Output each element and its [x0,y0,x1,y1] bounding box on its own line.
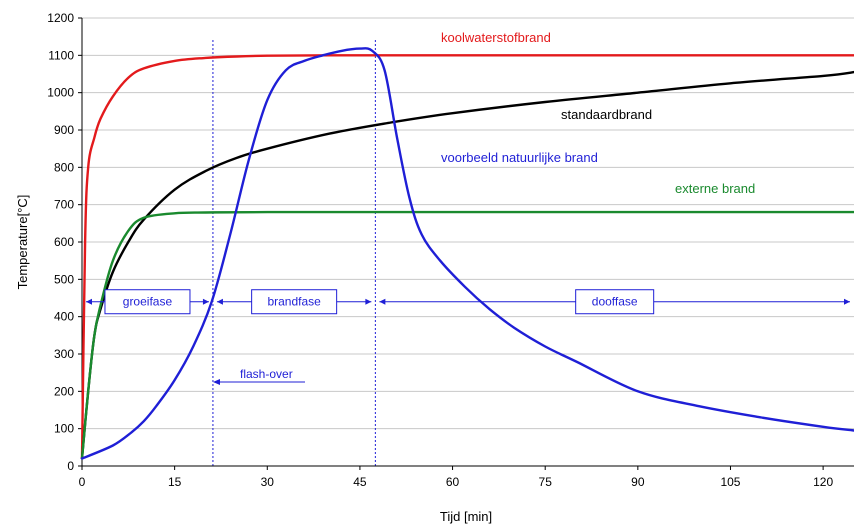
y-tick-label: 600 [54,235,74,249]
series-line-koolwaterstofbrand [80,54,854,460]
y-tick-label: 800 [54,160,74,174]
phase-indicators: groeifase brandfase dooffase [86,289,850,315]
x-tick-label: 60 [446,475,460,489]
y-tick-label: 0 [67,459,74,473]
phase-label-box [251,289,338,315]
y-tick-label: 200 [54,384,74,398]
label-externe-brand: externe brand [675,181,755,196]
series-line-externe-brand [80,210,854,460]
label-koolwaterstofbrand: koolwaterstofbrand [441,30,551,45]
x-tick-label: 45 [353,475,367,489]
y-tick-label: 1000 [47,86,74,100]
flash-over-arrowhead [213,379,220,385]
phase-label-box [575,289,655,315]
phase-arrowhead-right [844,298,850,305]
y-tick-label: 400 [54,310,74,324]
phase-arrowhead-right [202,298,209,305]
phase-label: brandfase [267,295,321,309]
y-tick-label: 500 [54,272,74,286]
phase-arrowhead-right [365,298,372,305]
grid [82,17,854,430]
phase-label: groeifase [123,295,173,309]
y-tick-label: 1200 [47,11,74,25]
y-tick-label: 100 [54,422,74,436]
x-tick-label: 90 [631,475,645,489]
flash-over-annotation: flash-over [213,367,305,385]
y-tick-label: 700 [54,198,74,212]
x-tick-label: 105 [720,475,740,489]
phase-label-box [104,289,191,315]
label-voorbeeld-natuurlijke-brand: voorbeeld natuurlijke brand [441,150,598,165]
phase-label: dooffase [592,295,638,309]
x-tick-label: 0 [79,475,86,489]
x-tick-label: 30 [261,475,275,489]
series-line-voorbeeld-natuurlijke-brand [80,47,854,460]
phase-divider-lines [212,40,376,466]
y-tick-label: 900 [54,123,74,137]
y-axis-label: Temperature[°C] [15,195,30,290]
x-tick-label: 120 [813,475,833,489]
x-tick-label: 75 [539,475,553,489]
series-lines [80,47,854,460]
label-standaardbrand: standaardbrand [561,107,652,122]
phase-arrowhead-left [216,298,223,305]
label-flash-over: flash-over [240,367,293,381]
y-tick-label: 1100 [48,48,74,62]
x-tick-label: 15 [168,475,182,489]
phase-arrowhead-left [379,298,386,305]
phase-arrowhead-left [86,298,92,305]
y-tick-label: 300 [54,347,74,361]
x-axis-label: Tijd [min] [440,509,492,524]
